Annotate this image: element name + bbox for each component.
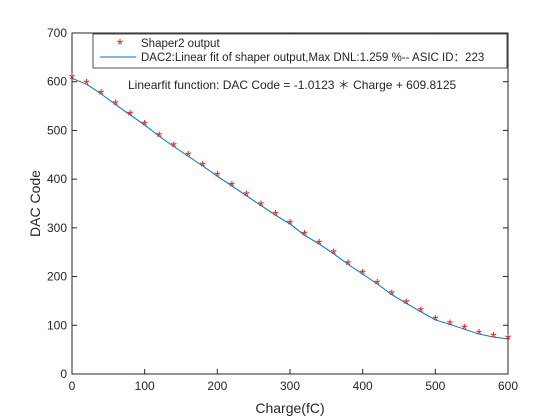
fit-function-annotation: Linearfit function: DAC Code = -1.0123 ＊…	[128, 78, 457, 92]
y-axis: 0 100 200 300 400 500 600 700	[47, 26, 508, 381]
legend-marker-icon: *	[117, 37, 123, 54]
data-point-marker: *	[171, 140, 177, 157]
data-point-marker: *	[200, 159, 206, 176]
x-tick-label: 600	[498, 379, 518, 393]
plot-area	[71, 32, 509, 375]
x-axis: 0 100 200 300 400 500 600	[69, 33, 518, 393]
data-markers: * * * * * * * * * * * * * * * * * * * * * * * * * * * * * * *	[69, 71, 511, 349]
x-tick-label: 500	[425, 379, 445, 393]
data-point-marker: *	[142, 118, 148, 135]
data-point-marker: *	[243, 189, 249, 206]
y-tick-label: 400	[47, 172, 67, 186]
data-point-marker: *	[505, 332, 511, 349]
legend: * Shaper2 output DAC2:Linear fit of shap…	[92, 33, 508, 69]
x-tick-label: 100	[135, 379, 155, 393]
data-point-marker: *	[330, 247, 336, 264]
data-point-marker: *	[69, 71, 75, 88]
data-point-marker: *	[214, 169, 220, 186]
x-axis-label: Charge(fC)	[255, 400, 324, 416]
data-point-marker: *	[258, 198, 264, 215]
data-point-marker: *	[229, 179, 235, 196]
data-point-marker: *	[185, 149, 191, 166]
legend-box	[92, 33, 508, 69]
data-point-marker: *	[432, 313, 438, 330]
x-tick-label: 200	[207, 379, 227, 393]
data-point-marker: *	[98, 87, 104, 104]
data-point-marker: *	[301, 228, 307, 245]
legend-label-linear-fit: DAC2:Linear fit of shaper output,Max DNL…	[141, 52, 484, 64]
y-tick-label: 700	[47, 26, 67, 40]
data-point-marker: *	[490, 330, 496, 347]
y-tick-label: 500	[47, 123, 67, 137]
data-point-marker: *	[374, 277, 380, 294]
data-point-marker: *	[83, 77, 89, 94]
data-point-marker: *	[345, 257, 351, 274]
y-tick-label: 300	[47, 221, 67, 235]
data-point-marker: *	[316, 237, 322, 254]
fit-line	[71, 77, 509, 340]
data-point-marker: *	[112, 98, 118, 115]
y-tick-label: 600	[47, 75, 67, 89]
y-tick-label: 0	[60, 367, 67, 381]
data-point-marker: *	[403, 296, 409, 313]
data-point-marker: *	[447, 317, 453, 334]
data-point-marker: *	[461, 322, 467, 339]
x-tick-label: 400	[353, 379, 373, 393]
y-tick-label: 200	[47, 270, 67, 284]
x-tick-label: 0	[69, 379, 76, 393]
data-point-marker: *	[272, 208, 278, 225]
data-point-marker: *	[418, 305, 424, 322]
data-point-marker: *	[389, 288, 395, 305]
data-point-marker: *	[287, 217, 293, 234]
data-point-marker: *	[476, 327, 482, 344]
data-point-marker: *	[127, 108, 133, 125]
y-tick-label: 100	[47, 318, 67, 332]
y-axis-label: DAC Code	[27, 170, 43, 237]
x-tick-label: 300	[280, 379, 300, 393]
legend-label-shaper-output: Shaper2 output	[141, 38, 220, 50]
data-point-marker: *	[156, 129, 162, 146]
data-point-marker: *	[360, 267, 366, 284]
